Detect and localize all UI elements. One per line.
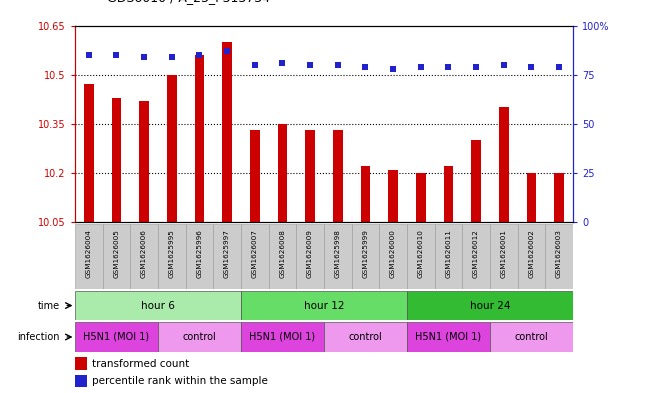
Text: hour 12: hour 12	[303, 301, 344, 310]
Text: GSM1626004: GSM1626004	[86, 229, 92, 278]
Text: control: control	[348, 332, 382, 342]
Bar	[103, 224, 130, 289]
Bar	[361, 166, 370, 222]
Text: GSM1626008: GSM1626008	[279, 229, 285, 278]
Bar	[490, 224, 518, 289]
Bar	[324, 322, 407, 352]
Point	[499, 62, 509, 68]
Point	[111, 52, 122, 58]
Bar	[379, 224, 407, 289]
Point	[388, 66, 398, 72]
Bar	[241, 224, 269, 289]
Bar	[324, 224, 352, 289]
Bar	[158, 224, 186, 289]
Text: GSM1625997: GSM1625997	[224, 229, 230, 278]
Text: percentile rank within the sample: percentile rank within the sample	[92, 376, 268, 386]
Bar	[75, 224, 103, 289]
Bar	[241, 291, 407, 320]
Point	[360, 64, 370, 70]
Bar	[471, 140, 481, 222]
Point	[526, 64, 536, 70]
Point	[222, 48, 232, 54]
Point	[167, 54, 177, 60]
Bar	[388, 170, 398, 222]
Text: GSM1625996: GSM1625996	[197, 229, 202, 278]
Bar	[277, 124, 287, 222]
Bar	[75, 291, 241, 320]
Bar	[407, 224, 435, 289]
Bar	[75, 322, 158, 352]
Bar	[222, 42, 232, 222]
Text: control: control	[182, 332, 216, 342]
Bar	[186, 224, 213, 289]
Bar	[527, 173, 536, 222]
Text: GSM1626011: GSM1626011	[445, 229, 451, 278]
Point	[333, 62, 343, 68]
Bar	[213, 224, 241, 289]
Bar	[499, 107, 508, 222]
Bar	[416, 173, 426, 222]
Text: GSM1626010: GSM1626010	[418, 229, 424, 278]
Bar	[167, 75, 176, 222]
Text: GSM1626012: GSM1626012	[473, 229, 479, 278]
Bar	[75, 375, 87, 387]
Text: hour 24: hour 24	[469, 301, 510, 310]
Point	[194, 52, 204, 58]
Bar	[407, 291, 573, 320]
Text: GSM1626001: GSM1626001	[501, 229, 506, 278]
Bar	[130, 224, 158, 289]
Text: time: time	[38, 301, 60, 310]
Bar	[352, 224, 379, 289]
Point	[305, 62, 315, 68]
Bar	[518, 224, 545, 289]
Bar	[554, 173, 564, 222]
Text: H5N1 (MOI 1): H5N1 (MOI 1)	[249, 332, 316, 342]
Text: infection: infection	[17, 332, 60, 342]
Point	[554, 64, 564, 70]
Text: GSM1626006: GSM1626006	[141, 229, 147, 278]
Bar	[490, 322, 573, 352]
Bar	[296, 224, 324, 289]
Bar	[435, 224, 462, 289]
Point	[139, 54, 149, 60]
Text: GSM1626007: GSM1626007	[252, 229, 258, 278]
Bar	[462, 224, 490, 289]
Bar	[268, 224, 296, 289]
Point	[249, 62, 260, 68]
Text: GSM1626002: GSM1626002	[529, 229, 534, 278]
Point	[415, 64, 426, 70]
Bar	[75, 357, 87, 369]
Bar	[333, 130, 342, 222]
Text: H5N1 (MOI 1): H5N1 (MOI 1)	[83, 332, 150, 342]
Bar	[241, 322, 324, 352]
Text: H5N1 (MOI 1): H5N1 (MOI 1)	[415, 332, 482, 342]
Text: GDS6010 / A_23_P313734: GDS6010 / A_23_P313734	[107, 0, 270, 4]
Bar	[250, 130, 260, 222]
Text: GSM1626005: GSM1626005	[113, 229, 119, 278]
Text: hour 6: hour 6	[141, 301, 175, 310]
Bar	[443, 166, 453, 222]
Bar	[407, 322, 490, 352]
Text: GSM1626000: GSM1626000	[390, 229, 396, 278]
Text: GSM1625998: GSM1625998	[335, 229, 340, 278]
Point	[277, 60, 288, 66]
Text: GSM1625999: GSM1625999	[363, 229, 368, 278]
Point	[443, 64, 454, 70]
Text: transformed count: transformed count	[92, 358, 189, 369]
Bar	[195, 55, 204, 222]
Text: control: control	[514, 332, 548, 342]
Point	[83, 52, 94, 58]
Bar	[139, 101, 149, 222]
Bar	[545, 224, 573, 289]
Text: GSM1626009: GSM1626009	[307, 229, 313, 278]
Point	[471, 64, 481, 70]
Text: GSM1625995: GSM1625995	[169, 229, 174, 278]
Bar	[305, 130, 315, 222]
Bar	[158, 322, 241, 352]
Bar	[84, 84, 94, 222]
Text: GSM1626003: GSM1626003	[556, 229, 562, 278]
Bar	[111, 97, 121, 222]
